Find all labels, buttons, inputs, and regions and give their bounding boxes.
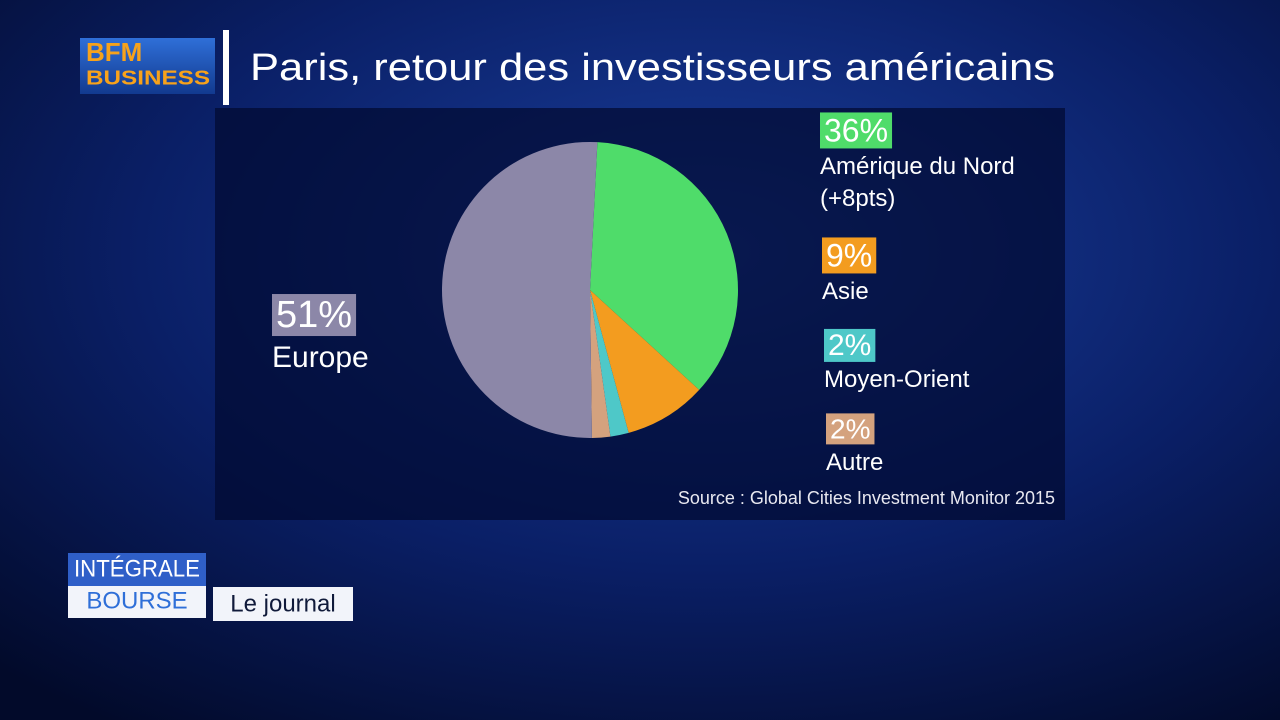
chart-title: Paris, retour des investisseurs américai…	[250, 47, 1055, 89]
pie-slice	[441, 141, 598, 439]
pie-slice	[590, 290, 629, 437]
value-label: 51%	[276, 294, 352, 336]
value-label: 36%	[824, 112, 888, 148]
category-label: Autre	[826, 449, 883, 476]
logo-bottom: BUSINESS	[86, 67, 210, 89]
divider	[223, 30, 229, 105]
pie-slice	[590, 142, 739, 390]
show-bottom: BOURSE	[86, 587, 187, 614]
category-label: Moyen-Orient	[824, 366, 970, 393]
pie-slice	[590, 290, 611, 438]
category-note: (+8pts)	[820, 185, 895, 212]
segment-box	[213, 587, 353, 621]
value-label-box	[272, 294, 357, 337]
show-top: INTÉGRALE	[74, 555, 200, 582]
segment: Le journal	[230, 590, 335, 617]
logo	[80, 38, 215, 94]
value-label: 9%	[826, 237, 872, 273]
show-top-box	[68, 553, 206, 586]
pie-slice	[590, 290, 700, 433]
value-label: 2%	[830, 413, 870, 444]
value-label: 2%	[828, 329, 871, 362]
logo-top: BFM	[86, 37, 142, 67]
value-label-box	[824, 328, 876, 362]
source: Source : Global Cities Investment Monito…	[678, 488, 1055, 508]
category-label: Europe	[272, 341, 369, 374]
value-label-box	[826, 413, 875, 445]
value-label-box	[822, 237, 877, 274]
category-label: Asie	[822, 278, 869, 305]
category-label: Amérique du Nord	[820, 153, 1015, 180]
show-bottom-box	[68, 586, 206, 618]
value-label-box	[820, 112, 893, 149]
